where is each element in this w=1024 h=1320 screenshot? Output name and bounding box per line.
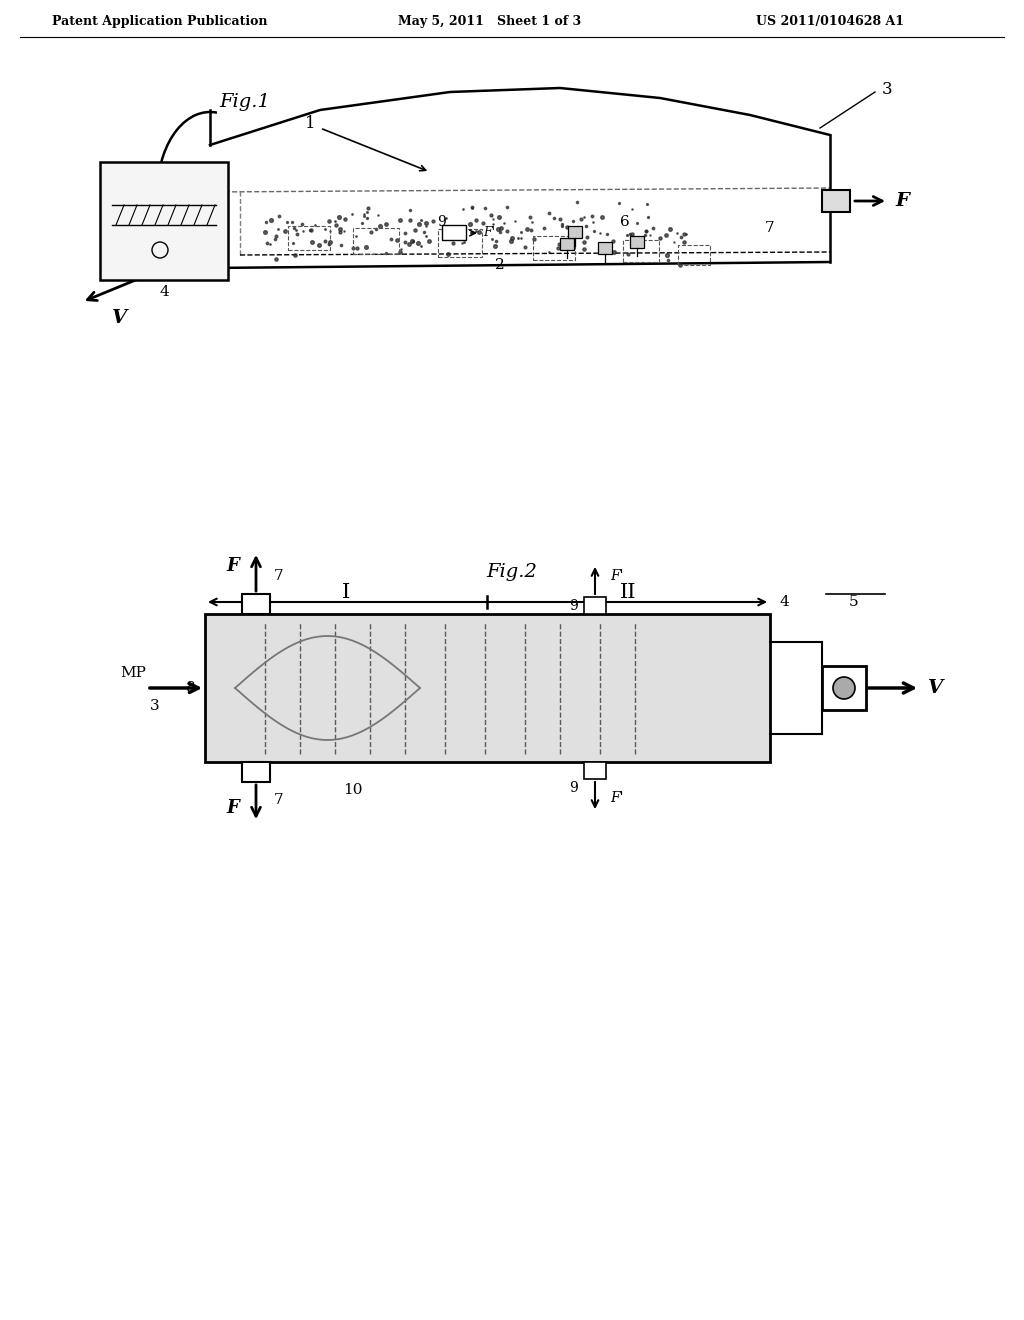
FancyBboxPatch shape xyxy=(584,597,606,614)
Text: F: F xyxy=(895,191,909,210)
FancyBboxPatch shape xyxy=(822,190,850,213)
Text: F: F xyxy=(226,799,240,817)
FancyBboxPatch shape xyxy=(598,242,612,253)
FancyBboxPatch shape xyxy=(205,614,770,762)
Text: 9: 9 xyxy=(568,781,578,795)
Text: 3: 3 xyxy=(882,82,893,99)
Text: 5: 5 xyxy=(849,595,859,609)
Text: V: V xyxy=(928,678,943,697)
FancyBboxPatch shape xyxy=(560,238,574,249)
Text: V: V xyxy=(113,309,128,327)
FancyBboxPatch shape xyxy=(630,236,644,248)
Text: 9: 9 xyxy=(568,599,578,612)
Text: 2: 2 xyxy=(496,257,505,272)
Text: II: II xyxy=(620,582,636,602)
Text: 8: 8 xyxy=(186,681,196,696)
FancyBboxPatch shape xyxy=(584,762,606,779)
Text: 7: 7 xyxy=(274,569,284,583)
FancyBboxPatch shape xyxy=(242,594,270,614)
Text: 7: 7 xyxy=(765,220,775,235)
Text: 7: 7 xyxy=(274,793,284,807)
Text: May 5, 2011   Sheet 1 of 3: May 5, 2011 Sheet 1 of 3 xyxy=(398,16,582,29)
FancyBboxPatch shape xyxy=(822,667,866,710)
Text: MP: MP xyxy=(120,667,146,680)
Text: 9: 9 xyxy=(437,215,446,228)
FancyBboxPatch shape xyxy=(442,224,466,240)
Text: 1: 1 xyxy=(305,115,315,132)
Text: F': F' xyxy=(483,227,495,239)
Text: 4: 4 xyxy=(779,595,788,609)
FancyBboxPatch shape xyxy=(242,762,270,781)
FancyBboxPatch shape xyxy=(568,226,582,238)
Text: A: A xyxy=(121,183,131,197)
Circle shape xyxy=(833,677,855,700)
Text: Fig.2: Fig.2 xyxy=(486,564,538,581)
Text: 6: 6 xyxy=(621,215,630,228)
Text: Patent Application Publication: Patent Application Publication xyxy=(52,16,267,29)
Text: F': F' xyxy=(610,791,624,805)
Text: Fig.1: Fig.1 xyxy=(219,92,270,111)
Text: 10: 10 xyxy=(343,783,362,797)
FancyBboxPatch shape xyxy=(100,162,228,280)
Text: F: F xyxy=(226,557,240,576)
Text: 4: 4 xyxy=(159,285,169,300)
Text: I: I xyxy=(342,582,350,602)
Text: F': F' xyxy=(610,569,624,583)
Text: 3: 3 xyxy=(151,700,160,713)
Text: US 2011/0104628 A1: US 2011/0104628 A1 xyxy=(756,16,904,29)
